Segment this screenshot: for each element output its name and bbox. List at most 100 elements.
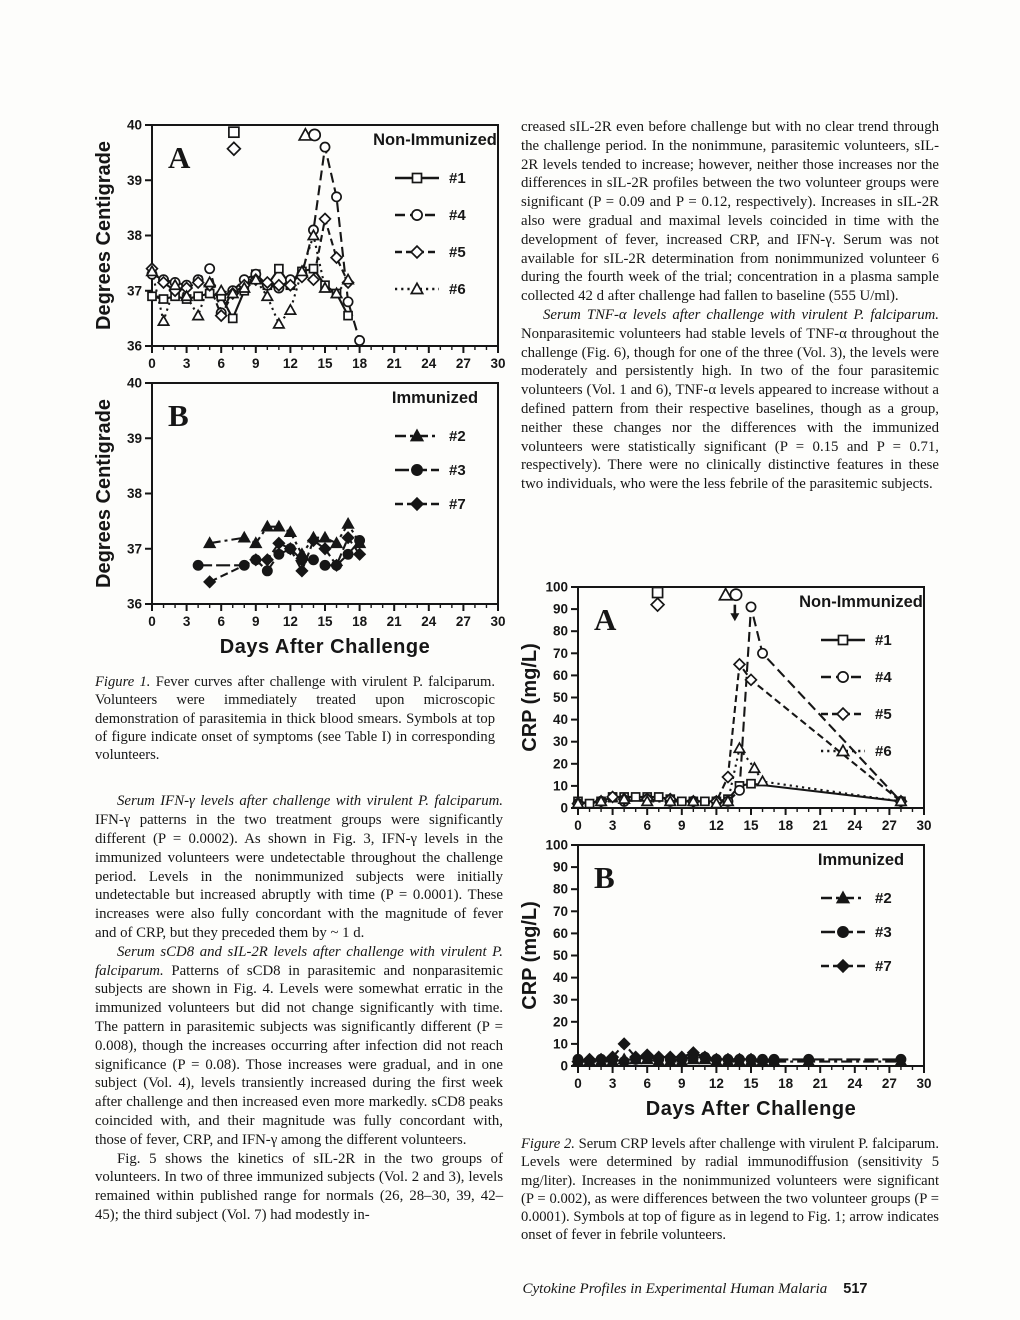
paragraph-text: Nonparasitemic volunteers had stable lev… [521,325,939,493]
svg-text:#7: #7 [875,958,892,975]
svg-text:Degrees Centigrade: Degrees Centigrade [95,141,115,330]
svg-text:27: 27 [882,818,897,833]
svg-text:6: 6 [643,818,651,833]
svg-text:#3: #3 [875,924,892,941]
svg-text:40: 40 [127,376,142,391]
svg-text:B: B [594,860,615,895]
figure1-caption: Figure 1. Fever curves after challenge w… [95,673,495,764]
svg-text:30: 30 [553,734,568,749]
svg-text:#7: #7 [449,496,466,513]
paragraph-sil2r-continued: creased sIL-2R even before challenge but… [521,118,939,306]
svg-text:B: B [168,398,189,433]
page-number: 517 [843,1281,868,1297]
svg-text:36: 36 [127,597,143,612]
svg-text:70: 70 [553,904,568,919]
svg-text:A: A [594,602,617,637]
svg-text:27: 27 [456,614,471,629]
svg-text:24: 24 [847,1076,863,1091]
svg-text:18: 18 [778,818,794,833]
svg-text:38: 38 [127,486,143,501]
svg-text:18: 18 [352,356,368,371]
svg-text:3: 3 [609,1076,617,1091]
right-column: creased sIL-2R even before challenge but… [519,118,939,1243]
svg-text:CRP (mg/L): CRP (mg/L) [521,643,541,752]
paragraph-serum-tnf: Serum TNF-α levels after challenge with … [521,306,939,494]
svg-text:3: 3 [609,818,617,833]
svg-text:15: 15 [317,614,333,629]
svg-text:80: 80 [553,624,568,639]
svg-text:12: 12 [709,1076,724,1091]
svg-text:70: 70 [553,646,568,661]
svg-text:#6: #6 [875,743,892,760]
svg-text:CRP (mg/L): CRP (mg/L) [521,901,541,1010]
svg-text:37: 37 [127,541,142,556]
svg-text:20: 20 [553,1014,568,1029]
svg-text:100: 100 [545,838,568,853]
svg-text:12: 12 [283,614,298,629]
svg-text:18: 18 [352,614,368,629]
paragraph-serum-scd8: Serum sCD8 and sIL-2R levels after chall… [95,943,503,1150]
figure-2: 0 3 6 9 12 15 18 21 24 27 30 0 10 20 30 40 50 60 70 80 90 100… [519,580,940,1245]
svg-text:10: 10 [553,778,568,793]
svg-text:#3: #3 [449,462,466,479]
svg-text:6: 6 [217,614,225,629]
svg-text:50: 50 [553,948,568,963]
figure1-caption-text: Fever curves after challenge with virule… [95,674,495,764]
svg-text:#5: #5 [875,706,892,723]
svg-text:15: 15 [743,1076,759,1091]
svg-text:30: 30 [916,1076,931,1091]
svg-text:6: 6 [217,356,225,371]
svg-text:20: 20 [553,756,568,771]
svg-text:6: 6 [643,1076,651,1091]
svg-text:#2: #2 [449,428,466,445]
svg-text:Degrees Centigrade: Degrees Centigrade [95,399,115,588]
paragraph-text: IFN-γ patterns in the two treatment grou… [95,812,503,942]
svg-text:Immunized: Immunized [392,389,478,407]
figure2-x-axis-label: Days After Challenge [645,1098,857,1120]
svg-text:3: 3 [183,356,191,371]
svg-text:15: 15 [743,818,759,833]
svg-text:27: 27 [882,1076,897,1091]
svg-text:15: 15 [317,356,333,371]
figure1-panel-a-fever-chart: 0 3 6 9 12 15 18 21 24 27 30 36 37 38 39 40 Degrees Cent… [93,118,506,376]
svg-text:0: 0 [148,614,156,629]
svg-text:21: 21 [387,614,403,629]
svg-text:60: 60 [553,668,568,683]
figure1-caption-label: Figure 1. [95,674,151,690]
right-body-text: creased sIL-2R even before challenge but… [521,118,939,494]
left-column: 0 3 6 9 12 15 18 21 24 27 30 36 37 38 39 40 Degrees Cent… [93,118,506,1225]
svg-text:100: 100 [545,580,568,595]
svg-text:0: 0 [560,801,568,816]
svg-text:0: 0 [574,1076,582,1091]
svg-text:#6: #6 [449,281,466,298]
svg-text:40: 40 [553,712,568,727]
svg-text:24: 24 [421,614,437,629]
svg-text:24: 24 [847,818,863,833]
figure2-panel-a-crp-chart: 0 3 6 9 12 15 18 21 24 27 30 0 10 20 30 40 50 60 70 80 90 100… [519,580,932,838]
svg-text:38: 38 [127,228,143,243]
figure-1: 0 3 6 9 12 15 18 21 24 27 30 36 37 38 39 40 Degrees Cent… [93,118,506,764]
svg-text:A: A [168,140,191,175]
svg-text:18: 18 [778,1076,794,1091]
svg-text:30: 30 [490,356,505,371]
svg-text:40: 40 [127,118,142,133]
svg-text:40: 40 [553,970,568,985]
svg-text:80: 80 [553,882,568,897]
svg-text:39: 39 [127,431,142,446]
svg-text:3: 3 [183,614,191,629]
svg-text:0: 0 [148,356,156,371]
figure2-caption-text: Serum CRP levels after challenge with vi… [521,1136,940,1244]
svg-text:9: 9 [678,818,686,833]
svg-text:Non-Immunized: Non-Immunized [799,593,923,611]
svg-text:24: 24 [421,356,437,371]
paragraph-lead: Serum sCD8 and sIL-2R levels after chall… [95,943,503,979]
svg-text:Non-Immunized: Non-Immunized [373,131,497,149]
paragraph-text: Patterns of sCD8 in parasitemic and nonp… [95,962,503,1148]
svg-text:Immunized: Immunized [818,851,904,869]
svg-text:#1: #1 [875,632,892,649]
svg-text:21: 21 [387,356,403,371]
svg-text:30: 30 [490,614,505,629]
running-title: Cytokine Profiles in Experimental Human … [522,1281,828,1297]
paragraph-lead: Serum IFN-γ levels after challenge with … [117,793,503,810]
